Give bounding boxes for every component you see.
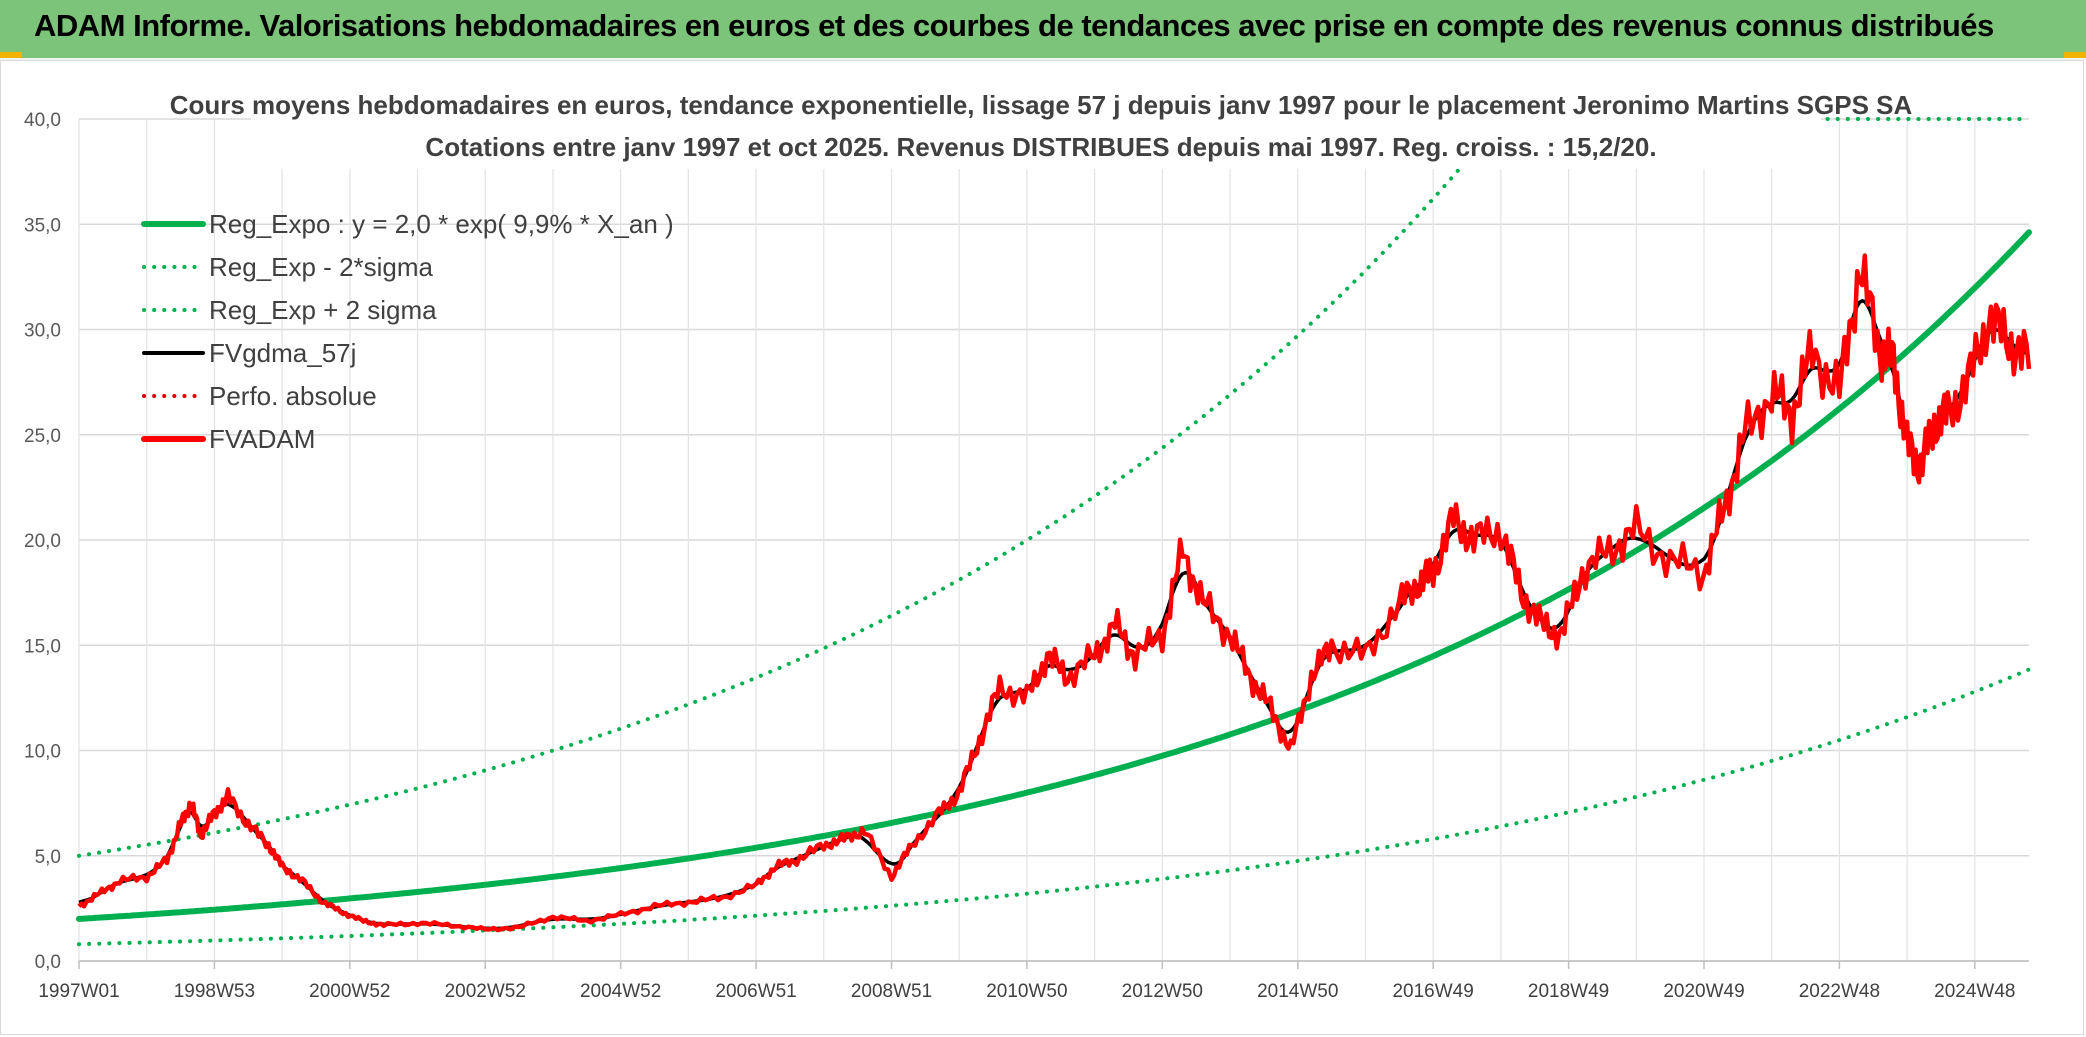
series-layer	[76, 117, 2032, 947]
legend-entry-label: Reg_Expo : y = 2,0 * exp( 9,9% * X_an )	[209, 209, 674, 239]
series-line-reg-exp-2-sigma	[77, 117, 2031, 858]
y-tick-label: 10,0	[24, 742, 61, 763]
line-chart: Cours moyens hebdomadaires en euros, ten…	[24, 83, 2032, 1002]
legend-entry-label: FVgdma_57j	[209, 338, 356, 368]
legend-entry-label: Perfo. absolue	[209, 381, 377, 411]
legend-entry-label: Reg_Exp - 2*sigma	[209, 252, 434, 282]
corner-mark-left	[0, 52, 22, 58]
series-line-fvadam	[77, 253, 2032, 933]
x-tick-label: 2016W49	[1392, 981, 1473, 1002]
corner-mark-right	[2064, 52, 2086, 58]
report-header-bar: ADAM Informe. Valorisations hebdomadaire…	[0, 0, 2086, 60]
chart-area: Cours moyens hebdomadaires en euros, ten…	[0, 60, 2084, 1035]
x-tick-label: 2002W52	[445, 981, 526, 1002]
x-tick-label: 2024W48	[1934, 981, 2015, 1002]
y-tick-label: 0,0	[35, 952, 61, 973]
x-tick-label: 2022W48	[1799, 981, 1880, 1002]
x-tick-label: 2006W51	[715, 981, 796, 1002]
x-tick-label: 1997W01	[38, 981, 119, 1002]
x-tick-label: 2010W50	[986, 981, 1067, 1002]
y-tick-label: 25,0	[24, 426, 61, 447]
chart-subtitle: Cotations entre janv 1997 et oct 2025. R…	[425, 132, 1656, 162]
chart-title-background	[251, 83, 1821, 169]
series-line-reg-expo	[76, 229, 2032, 922]
grid-layer	[78, 118, 2029, 962]
legend-entry-label: Reg_Exp + 2 sigma	[209, 295, 437, 325]
legend-entry-label: FVADAM	[209, 424, 315, 454]
x-tick-label: 2000W52	[309, 981, 390, 1002]
axis-layer: 0,0 5,0 10,0 15,0 20,0 25,0 30,0 35,0 40,0 1997W0…	[24, 110, 2029, 1002]
x-tick-label: 2012W50	[1122, 981, 1203, 1002]
y-tick-label: 35,0	[24, 215, 61, 236]
x-tick-label: 2008W51	[851, 981, 932, 1002]
report-title: ADAM Informe. Valorisations hebdomadaire…	[34, 8, 1994, 43]
y-tick-label: 20,0	[24, 531, 61, 552]
series-line-reg-exp-2-sigma	[77, 667, 2031, 947]
y-tick-label: 30,0	[24, 321, 61, 342]
chart-legend: Reg_Expo : y = 2,0 * exp( 9,9% * X_an ) R…	[141, 209, 674, 454]
x-tick-label: 2004W52	[580, 981, 661, 1002]
x-tick-label: 2014W50	[1257, 981, 1338, 1002]
y-tick-label: 5,0	[35, 847, 61, 868]
y-tick-label: 15,0	[24, 636, 61, 657]
x-tick-label: 2018W49	[1528, 981, 1609, 1002]
x-tick-label: 1998W53	[174, 981, 255, 1002]
x-tick-label: 2020W49	[1663, 981, 1744, 1002]
y-tick-label: 40,0	[24, 110, 61, 131]
chart-title: Cours moyens hebdomadaires en euros, ten…	[170, 90, 1913, 120]
